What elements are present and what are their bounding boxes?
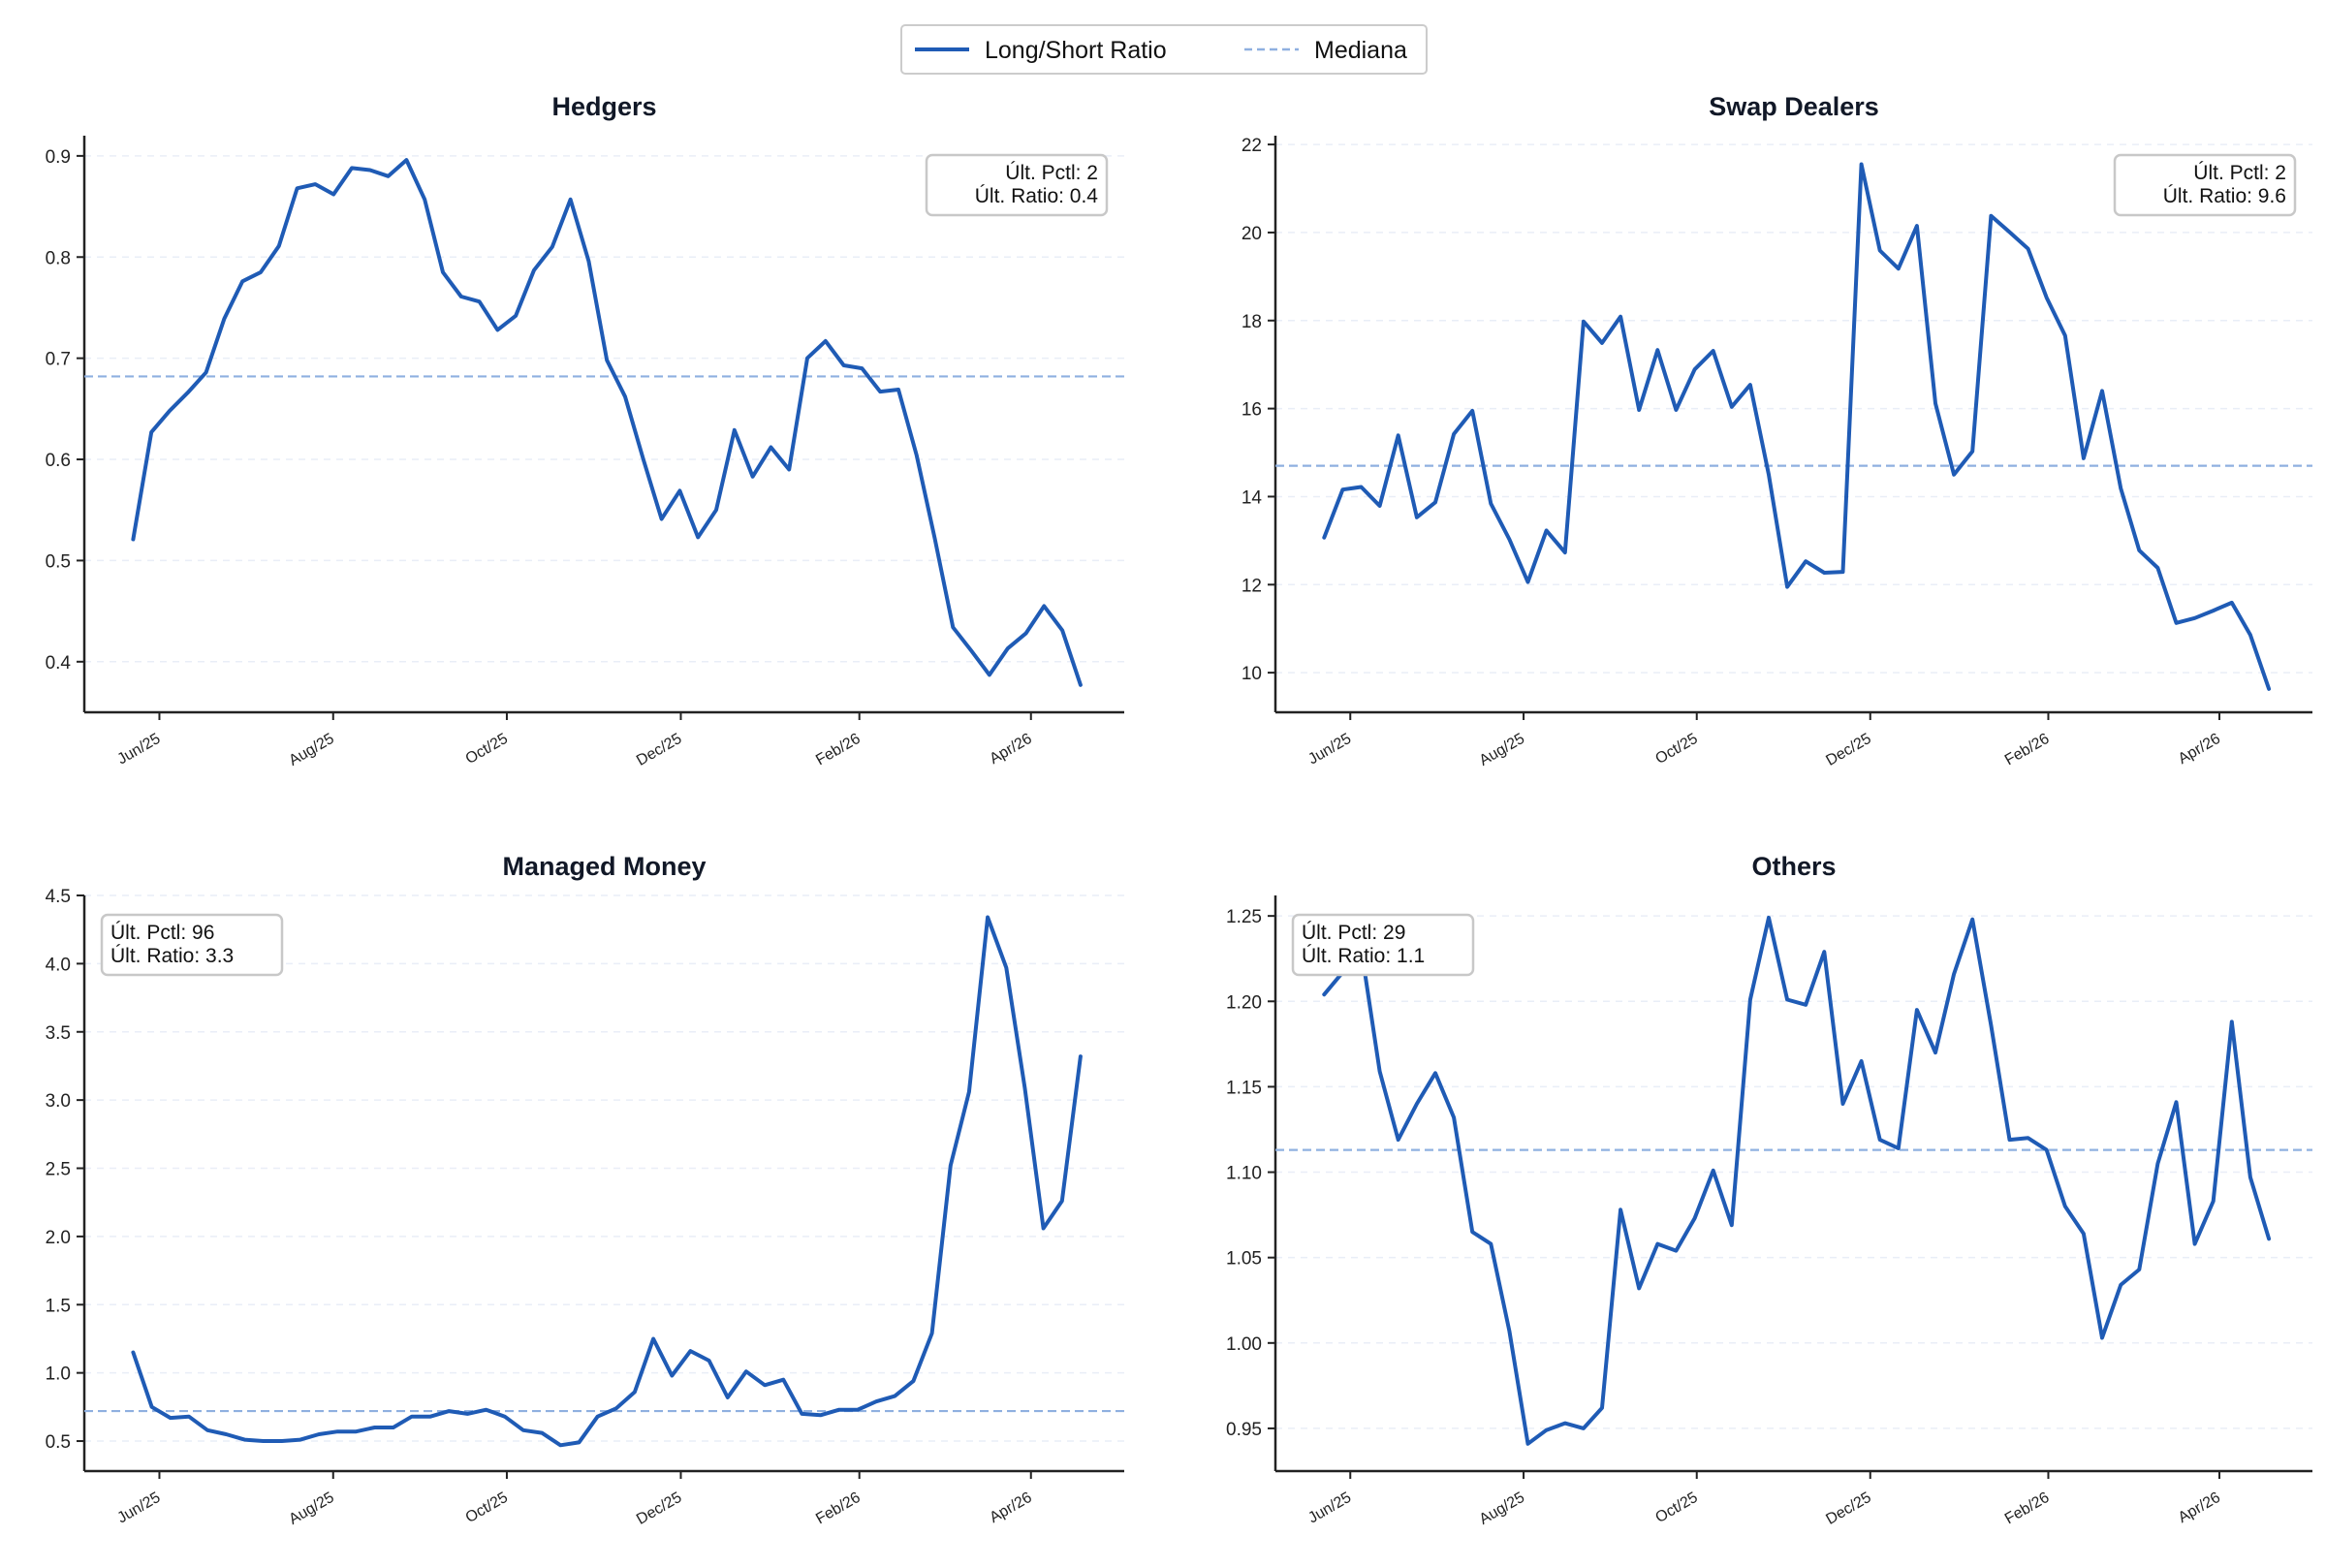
- y-tick-label: 0.7: [46, 350, 71, 370]
- y-tick-label: 0.9: [46, 147, 71, 168]
- annotation-box: [2113, 153, 2297, 217]
- annotation-text: Últ. Ratio: 3.3: [110, 945, 234, 967]
- annotation-box: [1291, 913, 1475, 977]
- y-tick-label: 22: [1242, 136, 1262, 156]
- annotation-text: Últ. Ratio: 9.6: [2163, 185, 2286, 207]
- panel-title: Others: [1751, 852, 1836, 881]
- y-tick-label: 0.5: [46, 551, 71, 572]
- y-tick-label: 0.5: [46, 1432, 71, 1453]
- x-tick-label: Aug/25: [286, 1490, 337, 1528]
- y-tick-label: 0.95: [1226, 1420, 1262, 1440]
- y-tick-label: 4.5: [46, 887, 71, 907]
- annotation-text: Últ. Ratio: 1.1: [1302, 945, 1425, 967]
- panel-hedgers: 0.4 0.5 0.6 0.7 0.8 0.9 Jun/25 Aug/25 Oct/25 Dec/…: [46, 92, 1124, 769]
- x-tick-label: Feb/26: [813, 731, 864, 769]
- y-tick-label: 20: [1242, 224, 1262, 244]
- annotation-text: Últ. Pctl: 96: [110, 922, 214, 944]
- x-tick-label: Jun/25: [1305, 731, 1354, 768]
- annotation-text: Últ. Pctl: 29: [1302, 922, 1405, 944]
- x-tick-label: Oct/25: [1652, 731, 1700, 768]
- x-tick-label: Dec/25: [1823, 731, 1873, 769]
- y-tick-label: 1.5: [46, 1296, 71, 1316]
- x-tick-label: Dec/25: [1823, 1490, 1873, 1528]
- y-tick-label: 1.10: [1226, 1164, 1262, 1184]
- y-tick-label: 14: [1242, 487, 1263, 508]
- y-tick-label: 1.15: [1226, 1078, 1262, 1098]
- y-tick-label: 3.0: [46, 1091, 71, 1112]
- x-tick-label: Feb/26: [2002, 1490, 2053, 1528]
- x-tick-label: Jun/25: [114, 1490, 163, 1527]
- y-tick-label: 0.4: [46, 653, 72, 674]
- panel-managed-money: 0.5 1.0 1.5 2.0 2.5 3.0 3.5 4.0 4.5 Jun/25 Aug/25 O…: [46, 852, 1124, 1528]
- panel-others: 0.95 1.00 1.05 1.10 1.15 1.20 1.25 Jun/25 Aug/25…: [1226, 852, 2312, 1528]
- x-tick-label: Aug/25: [1477, 731, 1528, 769]
- x-tick-label: Aug/25: [1477, 1490, 1528, 1528]
- x-tick-label: Oct/25: [463, 731, 511, 768]
- x-tick-label: Oct/25: [1652, 1490, 1700, 1526]
- series-line: [1322, 915, 2272, 1446]
- annotation-text: Últ. Pctl: 2: [2193, 162, 2286, 184]
- y-tick-label: 1.20: [1226, 992, 1262, 1013]
- legend-label-ratio: Long/Short Ratio: [985, 37, 1167, 64]
- y-tick-label: 10: [1242, 664, 1262, 684]
- y-tick-label: 2.0: [46, 1228, 71, 1248]
- y-tick-label: 0.6: [46, 451, 71, 471]
- y-tick-label: 12: [1242, 576, 1262, 596]
- annotation-box: [100, 913, 284, 977]
- y-tick-label: 1.05: [1226, 1249, 1262, 1270]
- y-tick-label: 4.0: [46, 955, 71, 975]
- panel-title: Hedgers: [551, 92, 656, 121]
- x-tick-label: Apr/26: [2176, 1490, 2223, 1526]
- x-tick-label: Apr/26: [987, 1490, 1034, 1526]
- x-tick-label: Aug/25: [286, 731, 337, 769]
- y-tick-label: 1.0: [46, 1364, 71, 1385]
- y-tick-label: 18: [1242, 312, 1262, 332]
- x-tick-label: Dec/25: [634, 1490, 684, 1528]
- series-line: [131, 915, 1083, 1448]
- y-tick-label: 1.00: [1226, 1334, 1262, 1355]
- x-tick-label: Jun/25: [1305, 1490, 1354, 1527]
- x-tick-label: Jun/25: [114, 731, 163, 768]
- legend-label-median: Mediana: [1314, 37, 1407, 64]
- y-tick-label: 16: [1242, 400, 1262, 421]
- x-tick-label: Feb/26: [813, 1490, 864, 1528]
- x-tick-label: Oct/25: [463, 1490, 511, 1526]
- annotation-text: Últ. Pctl: 2: [1005, 162, 1098, 184]
- panel-swap-dealers: 10 12 14 16 18 20 22 Jun/25 Aug/25 Oct/25 Dec/25 Fe…: [1242, 92, 2312, 769]
- x-tick-label: Feb/26: [2002, 731, 2053, 769]
- y-tick-label: 0.8: [46, 248, 71, 268]
- series-line: [1322, 162, 2272, 691]
- series-line: [131, 158, 1083, 687]
- panel-title: Swap Dealers: [1709, 92, 1879, 121]
- annotation-text: Últ. Ratio: 0.4: [975, 185, 1099, 207]
- annotation-box: [925, 153, 1109, 217]
- x-tick-label: Apr/26: [987, 731, 1034, 768]
- y-tick-label: 3.5: [46, 1023, 71, 1044]
- legend-box: [900, 24, 1428, 75]
- x-tick-label: Apr/26: [2176, 731, 2223, 768]
- y-tick-label: 1.25: [1226, 907, 1262, 927]
- x-tick-label: Dec/25: [634, 731, 684, 769]
- y-tick-label: 2.5: [46, 1160, 71, 1180]
- legend: Long/Short Ratio Mediana: [900, 24, 1428, 75]
- panel-title: Managed Money: [502, 852, 706, 881]
